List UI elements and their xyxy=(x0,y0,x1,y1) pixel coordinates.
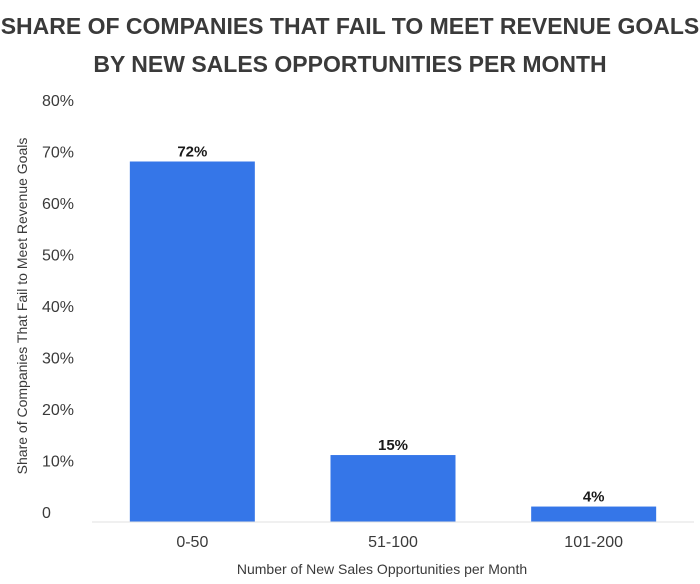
y-tick-label: 0 xyxy=(42,505,51,522)
chart-title-line-1: SHARE OF COMPANIES THAT FAIL TO MEET REV… xyxy=(1,13,700,39)
bar-51-100 xyxy=(330,455,456,522)
y-tick-label: 70% xyxy=(42,145,74,162)
x-axis-label: Number of New Sales Opportunities per Mo… xyxy=(237,561,527,577)
x-tick-label: 51-100 xyxy=(368,534,418,551)
y-axis-ticks: 0 10% 20% 30% 40% 50% 60% 70% 80% xyxy=(42,93,74,522)
bar-0-50 xyxy=(129,161,255,522)
y-tick-label: 30% xyxy=(42,351,74,368)
bar-value-label: 72% xyxy=(177,144,207,161)
x-tick-label: 101-200 xyxy=(564,534,623,551)
data-labels-group: 72% 15% 4% xyxy=(177,144,604,506)
bar-value-label: 4% xyxy=(583,489,605,506)
y-tick-label: 80% xyxy=(42,93,74,110)
bar-101-200 xyxy=(531,506,657,522)
x-axis-ticks: 0-50 51-100 101-200 xyxy=(176,534,623,551)
bars-group xyxy=(129,161,657,522)
y-tick-label: 20% xyxy=(42,402,74,419)
bar-value-label: 15% xyxy=(378,437,408,454)
y-tick-label: 10% xyxy=(42,454,74,471)
chart-title-line-2: BY NEW SALES OPPORTUNITIES PER MONTH xyxy=(93,51,606,77)
y-axis-label: Share of Companies That Fail to Meet Rev… xyxy=(14,138,30,475)
y-tick-label: 60% xyxy=(42,196,74,213)
x-tick-label: 0-50 xyxy=(176,534,208,551)
y-tick-label: 50% xyxy=(42,248,74,265)
y-tick-label: 40% xyxy=(42,299,74,316)
